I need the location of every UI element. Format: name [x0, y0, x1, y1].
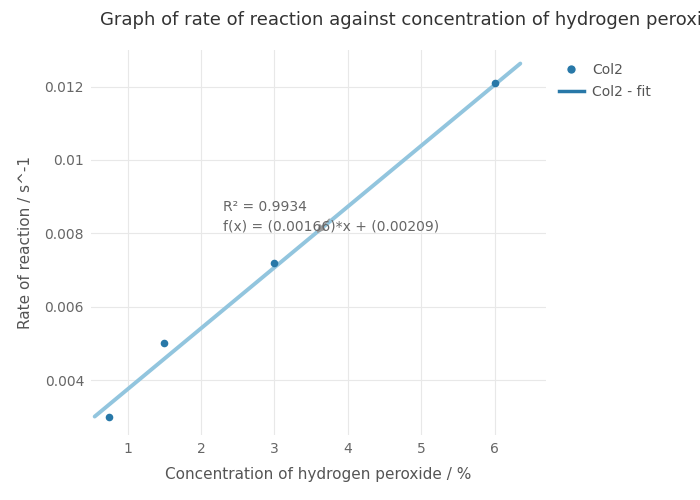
X-axis label: Concentration of hydrogen peroxide / %: Concentration of hydrogen peroxide / % — [165, 467, 472, 482]
Text: Graph of rate of reaction against concentration of hydrogen peroxide solution: Graph of rate of reaction against concen… — [100, 11, 700, 29]
Point — [104, 412, 115, 420]
Y-axis label: Rate of reaction / s^-1: Rate of reaction / s^-1 — [18, 156, 34, 329]
Point — [489, 79, 500, 87]
Point — [159, 340, 170, 347]
Point — [269, 258, 280, 266]
Text: R² = 0.9934
f(x) = (0.00166)*x + (0.00209): R² = 0.9934 f(x) = (0.00166)*x + (0.0020… — [223, 200, 439, 234]
Legend: Col2, Col2 - fit: Col2, Col2 - fit — [553, 57, 657, 104]
